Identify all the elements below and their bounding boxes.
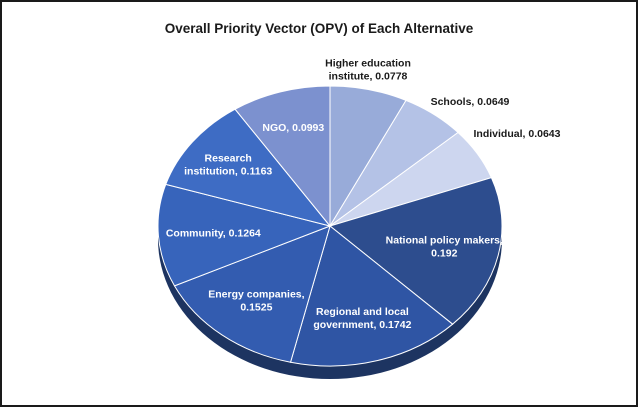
pie-slice-research-institution (165, 108, 332, 227)
pie-slice-ngo (234, 85, 331, 228)
data-label-community: Community, 0.1264 (166, 228, 261, 240)
data-label-regional-and-local-government: Regional and local government, 0.1742 (313, 306, 411, 331)
data-label-higher-education-institute: Higher education institute, 0.0778 (325, 58, 411, 83)
chart-title: Overall Priority Vector (OPV) of Each Al… (164, 21, 474, 36)
data-label-national-policy-makers: National policy makers, 0.192 (386, 235, 503, 260)
pie-slice-community (157, 183, 332, 287)
data-label-research-institution: Research institution, 0.1163 (184, 152, 272, 177)
data-label-schools: Schools, 0.0649 (431, 96, 510, 108)
data-label-ngo: NGO, 0.0993 (262, 122, 324, 134)
pie-slice-energy-companies (173, 225, 331, 363)
data-label-energy-companies: Energy companies, 0.1525 (208, 289, 304, 314)
pie-slice-regional-and-local-government (289, 225, 454, 367)
pie-slice-national-policy-makers (328, 177, 503, 325)
data-label-individual: Individual, 0.0643 (474, 128, 561, 140)
